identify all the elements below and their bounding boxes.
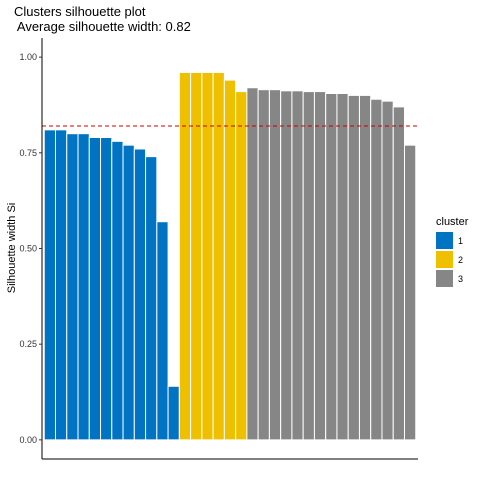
bar-cluster-2 [201,71,214,441]
bar-cluster-1 [100,137,113,441]
legend-key-cluster-2 [436,251,453,268]
bar-cluster-3 [313,91,327,441]
legend-label-cluster-3: 3 [458,274,463,284]
y-axis: 0.00 0.25 0.50 0.75 1.00 [19,38,418,460]
bar-cluster-1 [167,385,180,441]
bar-cluster-3 [392,106,405,441]
bar-cluster-3 [358,94,372,441]
bar-cluster-3 [403,144,417,441]
legend: cluster 1 2 3 [436,216,469,287]
bar-cluster-1 [88,137,102,441]
legend-label-cluster-1: 1 [458,236,463,246]
bar-cluster-3 [347,94,360,441]
bar-cluster-1 [43,129,57,441]
bar-cluster-2 [235,91,248,441]
bar-cluster-1 [66,133,79,441]
bar-cluster-3 [268,89,282,441]
bar-cluster-1 [156,221,169,441]
legend-label-cluster-2: 2 [458,255,463,265]
bar-cluster-3 [381,100,394,441]
bar-cluster-3 [336,93,349,441]
bar-cluster-1 [77,133,90,441]
bar-cluster-3 [302,91,315,441]
bar-cluster-3 [291,90,304,441]
bar-cluster-3 [280,90,293,441]
y-tick-label: 0.75 [19,148,37,158]
bar-cluster-2 [223,79,237,441]
bar-cluster-1 [145,156,158,441]
plot-area [42,71,418,441]
bar-cluster-3 [246,87,259,441]
y-tick-label: 0.50 [19,244,37,254]
y-axis-title: Silhouette width Si [6,203,18,294]
bar-cluster-1 [55,129,68,441]
bar-cluster-2 [190,71,203,441]
chart-title: Clusters silhouette plot [14,4,146,19]
bar-cluster-3 [325,93,338,441]
legend-key-cluster-1 [436,232,453,249]
y-tick-label: 0.00 [19,435,37,445]
bar-cluster-3 [257,89,270,441]
legend-title: cluster [436,216,469,228]
bar-cluster-1 [133,148,147,441]
bar-cluster-2 [178,71,192,441]
y-tick-label: 1.00 [19,52,37,62]
bar-cluster-3 [370,98,383,441]
legend-key-cluster-3 [436,270,453,287]
bar-cluster-1 [111,140,124,441]
bar-cluster-1 [122,144,135,441]
y-tick-label: 0.25 [19,339,37,349]
bar-cluster-2 [212,71,225,441]
chart-subtitle: Average silhouette width: 0.82 [14,19,191,34]
